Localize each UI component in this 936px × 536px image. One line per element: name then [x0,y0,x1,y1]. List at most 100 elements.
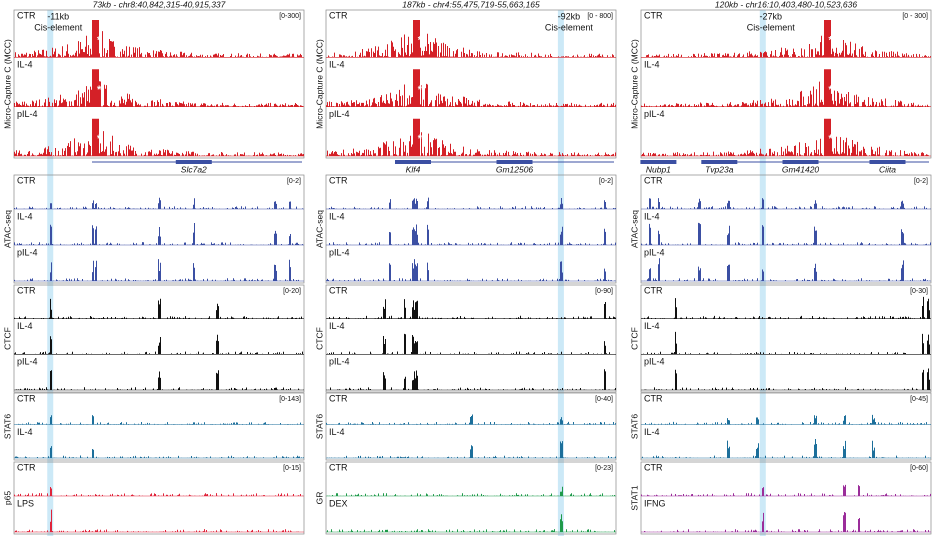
gene-name: Slc7a2 [181,164,207,174]
range-label: [0-45] [910,396,928,403]
track-label: CTR [329,462,348,472]
cis-label: Cis-element [545,22,594,32]
gene-name: Nubp1 [646,164,671,174]
track-label: pIL-4 [329,247,350,257]
group-label: STAT6 [2,414,12,439]
group-label: GR [314,492,324,505]
signal-track [326,514,616,532]
track-label: CTR [329,393,348,403]
group-box [640,461,932,535]
track-label: pIL-4 [17,247,38,257]
signal-track [641,222,931,245]
track-label: CTR [644,175,663,185]
signal-track [326,118,616,156]
range-label: [0 - 300] [902,13,928,20]
group-box [640,284,932,393]
signal-track [14,118,304,156]
cis-distance: -11kb [47,11,69,21]
track-label: IL-4 [17,60,33,70]
signal-track [326,259,616,281]
track-label: pIL-4 [329,109,350,119]
group-box [13,392,305,461]
group-label: ATAC-seq [629,210,639,248]
group-label: Micro-Capture C (MCC) [629,39,639,129]
viewpoint-mark: * [418,84,423,96]
track-label: pIL-4 [644,109,665,119]
track-label: pIL-4 [644,247,665,257]
track-label: CTR [644,285,663,295]
viewpoint-mark: * [828,84,833,96]
cis-label: Cis-element [747,22,796,32]
range-label: [0-90] [595,288,613,295]
group-box [640,392,932,461]
group-box [325,461,617,535]
track-label: IL-4 [329,60,345,70]
range-label: [0-2] [287,178,301,185]
track-label: CTR [329,10,348,20]
track-label: IFNG [644,498,666,508]
group-label: Micro-Capture C (MCC) [314,39,324,129]
signal-track [641,69,931,107]
group-label: STAT6 [629,414,639,439]
range-label: [0-40] [595,396,613,403]
locus-header: 187kb - chr4:55,475,719-55,663,165 [402,0,540,9]
signal-track [645,414,931,425]
track-label: IL-4 [644,60,660,70]
signal-track [14,298,304,319]
range-label: [0 - 800] [587,13,613,20]
track-label: IL-4 [17,321,33,331]
track-label: IL-4 [644,427,660,437]
track-label: CTR [329,285,348,295]
track-label: CTR [17,393,36,403]
viewpoint-mark: * [97,34,102,46]
viewpoint-mark: * [97,84,102,96]
signal-track [15,509,299,532]
range-label: [0-20] [283,288,301,295]
gene-exon [869,160,906,164]
signal-track [641,296,931,319]
group-label: STAT6 [314,414,324,439]
track-label: pIL-4 [17,357,38,367]
gene-exon [496,160,533,164]
gene-exon [395,160,431,164]
track-label: LPS [17,498,34,508]
range-label: [0-143] [279,396,301,403]
signal-track [327,486,615,496]
track-label: CTR [329,175,348,185]
signal-track [644,368,931,390]
group-label: p65 [2,491,12,505]
gene-name: Tvp23a [705,164,734,174]
viewpoint-mark: * [828,133,833,145]
track-label: CTR [17,175,36,185]
signal-track [326,333,616,355]
gene-exon [701,160,738,164]
gene-name: Klf4 [406,164,421,174]
group-label: ATAC-seq [314,210,324,248]
viewpoint-mark: * [418,34,423,46]
gene-name: Ciita [879,164,896,174]
track-label: DEX [329,498,348,508]
signal-track [16,415,301,425]
locus-header: 73kb - chr8:40,842,315-40,915,337 [93,0,226,9]
signal-track [328,197,616,209]
range-label: [0-300] [279,13,301,20]
group-box [13,461,305,535]
signal-track [326,69,616,107]
group-box [13,284,305,393]
track-label: CTR [644,10,663,20]
signal-track [14,197,303,209]
group-label: ATAC-seq [2,210,12,248]
range-label: [0-2] [599,178,613,185]
viewpoint-mark: * [828,34,833,46]
group-box [640,9,932,159]
group-box [325,9,617,159]
group-label: CTCF [629,327,639,350]
track-label: IL-4 [17,211,33,221]
track-label: CTR [17,285,36,295]
signal-track [329,224,616,245]
track-label: CTR [644,393,663,403]
track-label: IL-4 [644,211,660,221]
track-label: IL-4 [329,321,345,331]
signal-track [644,258,930,281]
signal-track [641,118,929,156]
